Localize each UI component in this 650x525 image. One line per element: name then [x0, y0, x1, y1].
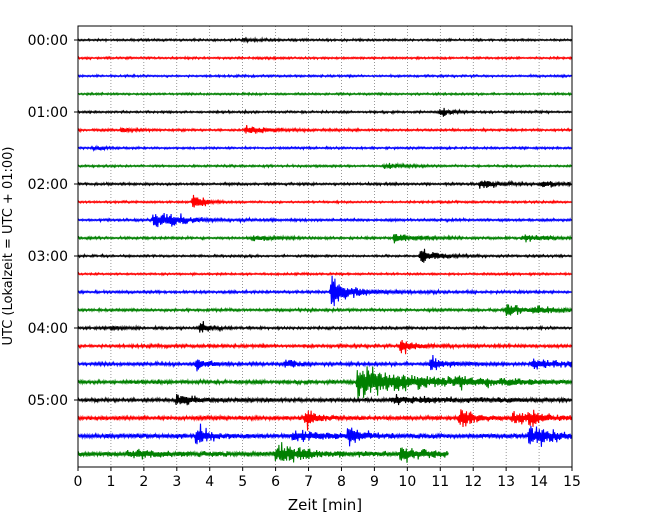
plot-frame — [77, 25, 573, 468]
y-tick-label: 02:00 — [28, 177, 68, 193]
x-tick-label: 8 — [337, 474, 346, 490]
trace-line-0230 — [77, 212, 572, 228]
x-axis-ticks: 0 1 2 3 4 5 6 7 8 9 10 11 12 13 14 15 — [74, 467, 581, 490]
x-tick-label: 2 — [139, 474, 148, 490]
trace-line-0115 — [77, 124, 572, 134]
trace-line-0000 — [77, 36, 572, 44]
trace-layer — [77, 36, 573, 463]
x-tick-label: 5 — [238, 474, 247, 490]
trace-line-0315 — [77, 271, 572, 277]
x-tick-label: 11 — [431, 474, 449, 490]
x-tick-label: 3 — [172, 474, 181, 490]
x-tick-label: 13 — [497, 474, 515, 490]
trace-line-0430 — [77, 354, 573, 372]
x-tick-label: 7 — [304, 474, 313, 490]
trace-line-0400 — [77, 321, 572, 333]
trace-line-0100 — [77, 107, 572, 117]
trace-line-0515 — [77, 409, 573, 431]
x-axis-label: Zeit [min] — [288, 496, 362, 514]
y-tick-label: 00:00 — [28, 33, 68, 49]
x-tick-label: 12 — [464, 474, 482, 490]
x-tick-label: 15 — [563, 474, 581, 490]
x-tick-label: 0 — [74, 474, 83, 490]
trace-line-0045 — [77, 91, 572, 97]
y-axis-label: UTC (Lokalzeit = UTC + 01:00) — [1, 147, 16, 346]
y-tick-label: 05:00 — [28, 393, 68, 409]
trace-line-0330 — [77, 275, 572, 307]
y-tick-label: 03:00 — [28, 249, 68, 265]
trace-line-0545 — [77, 442, 449, 463]
trace-line-0200 — [77, 179, 572, 189]
x-tick-label: 1 — [106, 474, 115, 490]
trace-line-0500 — [77, 393, 573, 406]
trace-line-0300 — [77, 248, 572, 263]
trace-line-0015 — [77, 55, 573, 61]
trace-line-0530 — [77, 423, 573, 447]
x-tick-label: 10 — [398, 474, 416, 490]
y-tick-label: 04:00 — [28, 321, 68, 337]
y-axis-ticks: 00:00 01:00 02:00 03:00 04:00 05:00 — [28, 33, 78, 409]
trace-line-0415 — [77, 339, 573, 355]
trace-line-0215 — [77, 194, 572, 208]
trace-line-0130 — [77, 144, 572, 152]
trace-line-0345 — [77, 304, 573, 317]
trace-line-0245 — [77, 233, 573, 244]
trace-line-0145 — [77, 162, 572, 170]
x-tick-label: 6 — [271, 474, 280, 490]
x-tick-label: 4 — [205, 474, 214, 490]
x-tick-label: 9 — [370, 474, 379, 490]
trace-line-0030 — [77, 73, 572, 79]
trace-line-0445 — [77, 366, 573, 399]
x-tick-label: 14 — [530, 474, 548, 490]
y-tick-label: 01:00 — [28, 105, 68, 121]
